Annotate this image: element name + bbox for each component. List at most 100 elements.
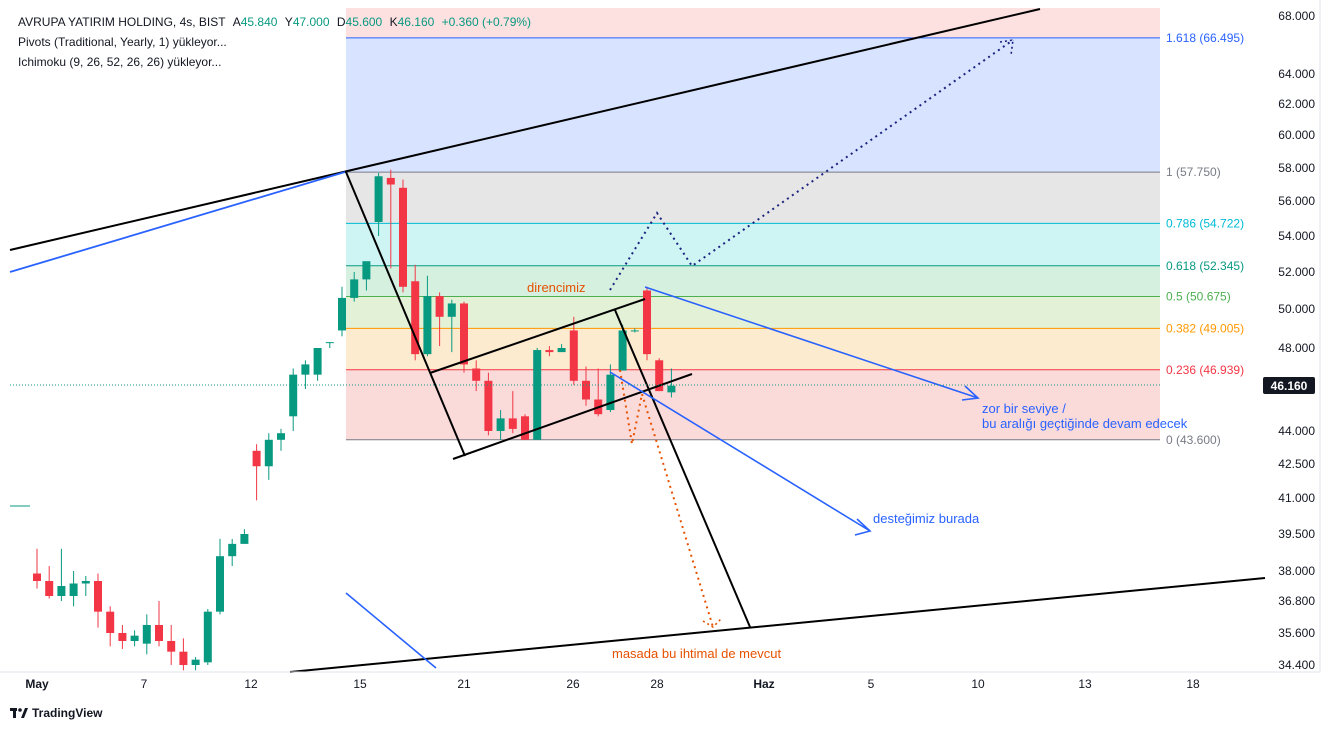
- legend-low-value: 45.600: [345, 15, 383, 29]
- y-tick-label-16: 36.800: [1278, 594, 1315, 608]
- dotted-bear-arrow-head: [702, 617, 723, 629]
- y-tick-label-6: 54.000: [1278, 229, 1315, 243]
- x-tick-label-9: 10: [971, 677, 985, 691]
- candle-body-15: [216, 556, 224, 612]
- candle-body-41: [533, 350, 542, 440]
- candle-body-14: [203, 611, 212, 663]
- x-tick-label-1: 7: [141, 677, 148, 691]
- legend-ichimoku[interactable]: Ichimoku (9, 26, 52, 26, 26) yükleyor...: [18, 55, 222, 69]
- candle-body-47: [606, 374, 615, 410]
- candle-body-17: [240, 534, 249, 544]
- annotation-zor-seviye: zor bir seviye /: [982, 401, 1066, 416]
- candle-body-23: [313, 348, 322, 375]
- tradingview-logo[interactable]: TradingView: [10, 706, 102, 720]
- candle-body-29: [386, 177, 395, 185]
- candle-body-40: [521, 416, 529, 440]
- y-tick-label-9: 48.000: [1278, 341, 1315, 355]
- y-tick-label-18: 34.400: [1278, 658, 1315, 672]
- candle-body-28: [374, 176, 383, 222]
- candle-body-2: [57, 586, 66, 596]
- x-tick-label-7: Haz: [753, 677, 774, 691]
- legend-high-value: 47.000: [292, 15, 330, 29]
- candle-body-0: [33, 573, 41, 581]
- legend-low-label: D: [336, 15, 346, 29]
- fib-retracement-zones: [346, 8, 1160, 440]
- x-tick-label-8: 5: [868, 677, 875, 691]
- x-tick-label-3: 15: [353, 677, 367, 691]
- x-tick-label-5: 26: [566, 677, 580, 691]
- fib-zone-2: [346, 172, 1160, 224]
- candle-body-7: [118, 633, 127, 641]
- candle-body-11: [167, 641, 176, 652]
- y-tick-label-17: 35.600: [1278, 626, 1315, 640]
- candle-body-3: [69, 583, 78, 596]
- fib-zone-6: [346, 328, 1160, 370]
- fib-level-labels: 1.618 (66.495) 1 (57.750) 0.786 (54.722) 0.…: [1166, 31, 1244, 447]
- x-tick-label-6: 28: [650, 677, 664, 691]
- legend-close-label: K: [389, 15, 398, 29]
- fib-label-4: 0.5 (50.675): [1166, 290, 1231, 304]
- time-axis[interactable]: May 7 12 15 21 26 28 Haz 5 10 13 18: [0, 671, 1320, 691]
- legend-high-label: Y: [284, 15, 293, 29]
- fib-zone-4: [346, 265, 1160, 297]
- tradingview-logo-icon: [10, 708, 28, 718]
- candle-body-38: [496, 418, 505, 431]
- candle-body-22: [301, 364, 310, 375]
- fib-label-5: 0.382 (49.005): [1166, 321, 1244, 335]
- chart-annotations: direncimiz zor bir seviye / bu aralığı g…: [527, 280, 1188, 661]
- candle-body-50: [643, 290, 651, 355]
- candle-body-10: [155, 625, 163, 641]
- candle-body-9: [142, 625, 151, 644]
- y-tick-label-13: 41.000: [1278, 491, 1315, 505]
- fib-label-3: 0.618 (52.345): [1166, 259, 1244, 273]
- candle-body-4: [81, 581, 90, 584]
- blue-arrow-support: [609, 371, 871, 532]
- fib-label-7: 0 (43.600): [1166, 433, 1221, 447]
- annotation-ihtimal: masada bu ihtimal de mevcut: [612, 646, 781, 661]
- candle-body-45: [582, 380, 590, 400]
- x-tick-label-10: 13: [1078, 677, 1092, 691]
- upper-trend-line-blue: [9, 171, 346, 273]
- dotted-bear-path: [619, 369, 714, 628]
- candle-body-27: [362, 261, 371, 280]
- fib-zone-3: [346, 223, 1160, 266]
- candle-body-20: [277, 433, 285, 440]
- legend-pivots[interactable]: Pivots (Traditional, Yearly, 1) yükleyor…: [18, 35, 227, 49]
- blue-arrow-support-head: [854, 518, 872, 536]
- breakdown-line: [614, 309, 751, 628]
- chart-legend: AVRUPA YATIRIM HOLDING, 4s, BIST A45.840…: [18, 12, 531, 72]
- legend-change: +0.360 (+0.79%): [441, 15, 532, 29]
- fib-zone-7: [346, 369, 1160, 440]
- candle-body-36: [472, 368, 481, 381]
- legend-open-value: 45.840: [240, 15, 278, 29]
- candle-body-43: [557, 348, 566, 353]
- y-tick-label-14: 39.500: [1278, 527, 1315, 541]
- candle-body-1: [45, 581, 54, 596]
- candle-body-25: [338, 297, 346, 331]
- trend-drawings: [9, 8, 1266, 673]
- y-tick-label-0: 68.000: [1278, 9, 1315, 23]
- tradingview-logo-text: TradingView: [32, 706, 103, 720]
- candle-body-18: [252, 450, 261, 467]
- legend-symbol[interactable]: AVRUPA YATIRIM HOLDING, 4s, BIST: [18, 15, 226, 29]
- candle-body-49: [630, 330, 639, 332]
- candle-body-12: [179, 651, 188, 665]
- y-tick-label-12: 42.500: [1278, 457, 1315, 471]
- blue-line-lower: [345, 592, 437, 669]
- fib-zone-1: [346, 37, 1160, 173]
- candle-body-42: [545, 350, 554, 353]
- x-tick-label-4: 21: [457, 677, 471, 691]
- candle-body-26: [350, 279, 359, 298]
- candle-body-48: [618, 330, 627, 371]
- y-tick-label-15: 38.000: [1278, 564, 1315, 578]
- legend-open-label: A: [232, 15, 241, 29]
- blue-arrow-right-head: [961, 385, 980, 401]
- annotation-direncimiz: direncimiz: [527, 280, 586, 295]
- y-tick-label-11: 44.000: [1278, 424, 1315, 438]
- candle-body-44: [569, 330, 578, 381]
- flag-lower-line: [452, 373, 693, 460]
- price-axis[interactable]: 68.000 64.000 62.000 60.000 58.000 56.000 54.0…: [1278, 0, 1321, 672]
- upper-trend-line-black: [9, 8, 1041, 251]
- candles: [33, 169, 676, 671]
